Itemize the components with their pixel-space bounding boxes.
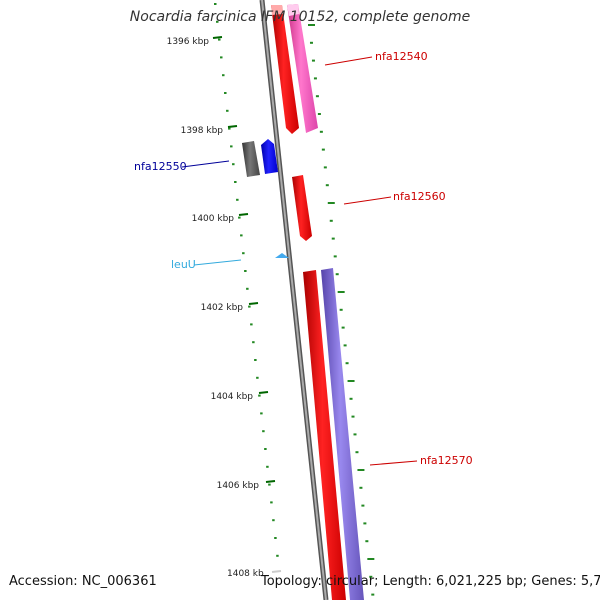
- ruler-tick: [271, 570, 282, 573]
- gene-nfa12540-pink[interactable]: [287, 4, 318, 133]
- genome-summary-text: Topology: circular; Length: 6,021,225 bp…: [261, 574, 600, 589]
- ruler-right-ticks: [308, 24, 375, 596]
- feature-label-nfa12540[interactable]: nfa12540: [375, 50, 428, 63]
- ruler-label: 1402 kbp: [201, 303, 244, 313]
- ruler-label: 1396 kbp: [167, 37, 210, 47]
- gene-nfa12560[interactable]: [292, 175, 312, 241]
- ruler-label: 1408 kb: [227, 569, 264, 579]
- ruler-tick: [227, 125, 238, 128]
- feature-label-nfa12550[interactable]: nfa12550: [134, 160, 187, 173]
- feature-label-leuU[interactable]: leuU: [171, 258, 196, 271]
- gene-nfa12540-red[interactable]: [271, 5, 299, 134]
- genome-backbone-highlight: [261, 0, 327, 601]
- gene-grey[interactable]: [242, 141, 260, 177]
- map-title: Nocardia farcinica IFM 10152, complete g…: [129, 9, 471, 25]
- ruler-label: 1400 kbp: [192, 214, 235, 224]
- label-line-nfa12540: [324, 56, 373, 66]
- ruler-minor-ticks: [214, 3, 279, 557]
- label-line-nfa12570: [369, 460, 418, 466]
- ruler-tick: [238, 213, 249, 216]
- gene-purple[interactable]: [321, 268, 364, 600]
- ruler-tick: [258, 391, 269, 394]
- ruler-label: 1398 kbp: [181, 126, 224, 136]
- feature-label-nfa12570[interactable]: nfa12570: [420, 454, 473, 467]
- ruler-label: 1404 kbp: [211, 392, 254, 402]
- label-line-leuU: [193, 259, 242, 266]
- accession-text: Accession: NC_006361: [9, 574, 157, 589]
- ruler-label: 1406 kbp: [217, 481, 260, 491]
- ruler-tick: [212, 36, 223, 39]
- ruler-tick: [248, 302, 259, 305]
- feature-label-nfa12560[interactable]: nfa12560: [393, 190, 446, 203]
- label-line-nfa12550: [181, 160, 230, 168]
- ruler-major-ticks: 1396 kbp 1398 kbp 1400 kbp 1402 kbp 1404…: [167, 36, 282, 579]
- gene-nfa12540-pink-top: [287, 4, 299, 16]
- trna-leuU[interactable]: [275, 253, 289, 258]
- ruler-tick: [265, 480, 276, 483]
- gene-nfa12540-red-top: [271, 5, 283, 15]
- gene-nfa12550[interactable]: [261, 139, 278, 174]
- gene-nfa12570-red[interactable]: [303, 270, 346, 600]
- label-line-nfa12560: [343, 196, 392, 205]
